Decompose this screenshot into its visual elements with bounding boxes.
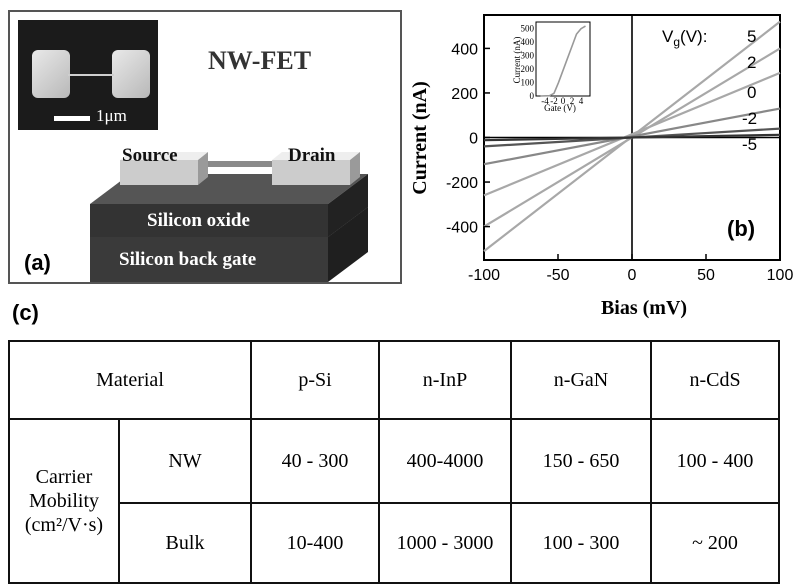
x-tick-label: 0: [628, 267, 637, 284]
series-vg-0: [483, 107, 781, 166]
oxide-side-face: [328, 174, 368, 237]
source-pad-front: [120, 160, 198, 185]
row-group-line-3: (cm²/V·s): [24, 514, 104, 536]
sem-micrograph: 1μm: [18, 20, 158, 130]
legend-label-5: 5: [747, 27, 756, 46]
legend-label-2: 2: [747, 53, 756, 72]
cell-nw-ncds: 100 - 400: [650, 418, 780, 504]
inset-x-tick-label: -4: [541, 96, 549, 106]
source-label: Source: [122, 145, 178, 166]
inset-y-tick-label: 0: [530, 91, 535, 101]
y-tick-label: 400: [451, 41, 478, 58]
cell-nw-ninp: 400-4000: [378, 418, 512, 504]
x-tick-label: 50: [697, 267, 715, 284]
legend-title: Vg(V):: [662, 27, 707, 49]
header-col-psi: p-Si: [250, 340, 380, 420]
drain-pad-top: [272, 152, 360, 160]
y-tick-label: 200: [451, 86, 478, 103]
source-pad-top: [120, 152, 208, 160]
cell-bulk-psi: 10-400: [250, 502, 380, 584]
x-tick-label: -100: [468, 267, 500, 284]
inset-y-tick-label: 500: [521, 24, 535, 34]
oxide-front-face: [90, 204, 328, 237]
x-tick-label: 100: [767, 267, 794, 284]
nanowire-channel: [198, 161, 280, 167]
table-header-row: Material p-Si n-InP n-GaN n-CdS: [8, 340, 780, 420]
panel-b-label: (b): [727, 216, 755, 241]
source-pad-side: [198, 152, 208, 185]
series-vg--5: [483, 133, 781, 142]
table-row-bulk: Bulk 10-400 1000 - 3000 100 - 300 ~ 200: [9, 502, 780, 584]
back-gate-label: Silicon back gate: [119, 249, 256, 270]
x-tick-label: -50: [546, 267, 569, 284]
sem-contact-pad-left: [32, 50, 70, 98]
cell-bulk-ngan: 100 - 300: [510, 502, 652, 584]
inset-y-tick-label: 100: [521, 78, 535, 88]
row-group-line-1: Carrier: [35, 466, 93, 488]
cell-nw-ngan: 150 - 650: [510, 418, 652, 504]
gate-front-face: [90, 237, 328, 282]
oxide-label: Silicon oxide: [147, 210, 250, 231]
header-col-ninp: n-InP: [378, 340, 512, 420]
mobility-table: Material p-Si n-InP n-GaN n-CdS Carrier …: [8, 340, 780, 584]
cell-bulk-ninp: 1000 - 3000: [378, 502, 512, 584]
scale-bar: [54, 116, 90, 121]
row-label-bulk: Bulk: [118, 502, 252, 584]
panel-c-label: (c): [12, 300, 39, 325]
inset-y-tick-label: 200: [521, 64, 535, 74]
cell-bulk-ncds: ~ 200: [650, 502, 780, 584]
row-group-label: Carrier Mobility (cm²/V·s): [8, 418, 120, 584]
drain-pad-front: [272, 160, 350, 185]
inset-y-tick-label: 400: [521, 37, 535, 47]
panel-b: -100 -50 0 50 100 -400 -200 0 200 400 Vg(V): 5 2 …: [402, 0, 798, 325]
table-row-nw: Carrier Mobility (cm²/V·s) NW 40 - 300 4…: [8, 418, 780, 584]
inset-x-tick-label: 0: [561, 96, 566, 106]
inset-y-tick-label: 300: [521, 51, 535, 61]
cell-nw-psi: 40 - 300: [250, 418, 380, 504]
series-vg-2: [483, 71, 781, 197]
drain-label: Drain: [288, 145, 336, 166]
sem-nanowire: [68, 74, 114, 76]
y-tick-label: -400: [446, 220, 478, 237]
inset-series-0: [540, 25, 586, 97]
legend-label-neg2: -2: [742, 109, 757, 128]
row-group-line-2: Mobility: [28, 490, 99, 512]
inset-frame: [535, 21, 591, 97]
header-col-ngan: n-GaN: [510, 340, 652, 420]
device-schematic: Source Drain Silicon oxide Silicon back …: [90, 145, 368, 282]
y-tick-label: -200: [446, 175, 478, 192]
drain-pad-side: [350, 152, 360, 185]
gate-side-face: [328, 207, 368, 282]
inset-x-tick-label: 4: [579, 96, 584, 106]
header-col-ncds: n-CdS: [650, 340, 780, 420]
scale-bar-label: 1μm: [96, 106, 127, 125]
y-tick-label: 0: [469, 131, 478, 148]
sem-contact-pad-right: [112, 50, 150, 98]
legend-label-0: 0: [747, 83, 756, 102]
x-axis-title: Bias (mV): [601, 297, 687, 319]
inset-x-tick-label: 2: [570, 96, 575, 106]
inset-x-tick-label: -2: [550, 96, 558, 106]
inset-x-label: Gate (V): [544, 103, 576, 113]
header-material: Material: [8, 340, 252, 420]
panel-a-label: (a): [24, 250, 51, 275]
inset-y-label: Current (nA): [512, 37, 522, 84]
row-label-nw: NW: [118, 418, 252, 504]
y-axis-title: Current (nA): [409, 81, 431, 195]
legend-label-neg5: -5: [742, 135, 757, 154]
panel-a: 1μm NW-FET Source Drain Silicon oxide Si…: [8, 10, 402, 284]
device-title: NW-FET: [208, 46, 312, 75]
